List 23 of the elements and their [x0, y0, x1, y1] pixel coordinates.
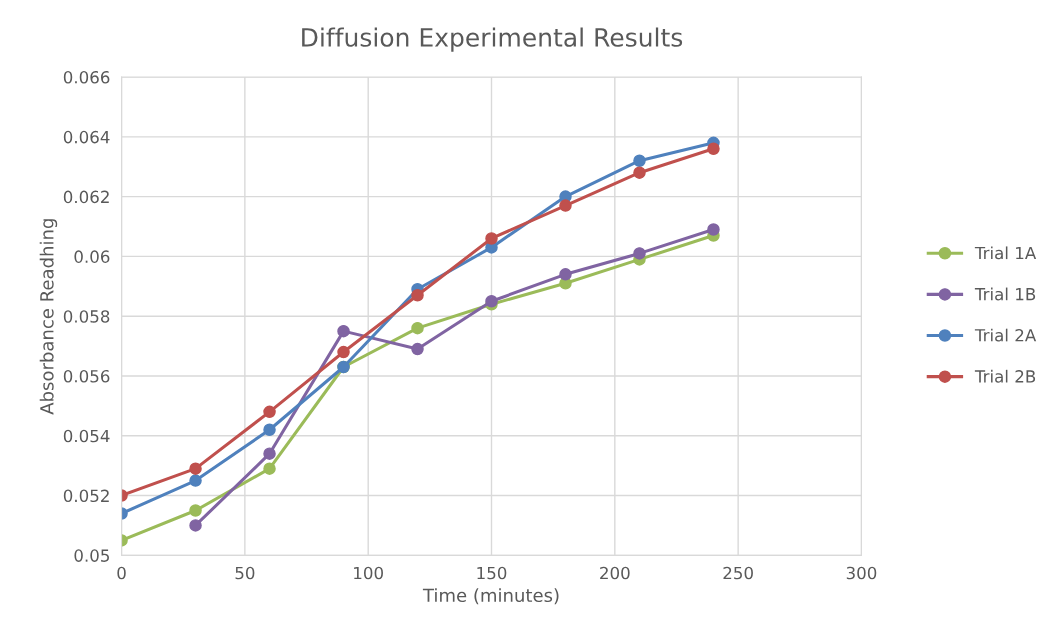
y-tick-label: 0.05 [74, 549, 109, 562]
y-tick-label: 0.058 [63, 310, 110, 323]
y-tick-label: 0.06 [74, 250, 110, 263]
x-axis-title: Time (minutes) [422, 588, 559, 605]
y-tick-label: 0.054 [63, 429, 110, 443]
legend-label: Trial 2A [974, 328, 1037, 342]
y-axis-title: Absorbance Readhing [39, 219, 58, 415]
x-tick-label: 100 [354, 566, 383, 580]
legend-label: Trial 1A [974, 246, 1037, 260]
x-tick-label: 50 [235, 566, 255, 580]
x-tick-label: 200 [600, 566, 630, 580]
y-tick-label: 0.056 [63, 369, 110, 383]
y-tick-label: 0.052 [63, 489, 109, 503]
chart-title: Diffusion Experimental Results [302, 27, 683, 52]
y-tick-label: 0.066 [63, 71, 110, 84]
legend-label: Trial 2B [974, 369, 1036, 383]
y-tick-label: 0.062 [63, 190, 109, 204]
x-tick-label: 250 [723, 566, 753, 580]
x-tick-label: 150 [477, 566, 507, 580]
y-tick-label: 0.064 [63, 130, 110, 144]
legend-label: Trial 1B [974, 287, 1036, 301]
x-tick-label: 300 [846, 566, 877, 580]
x-tick-label: 0 [117, 566, 126, 580]
